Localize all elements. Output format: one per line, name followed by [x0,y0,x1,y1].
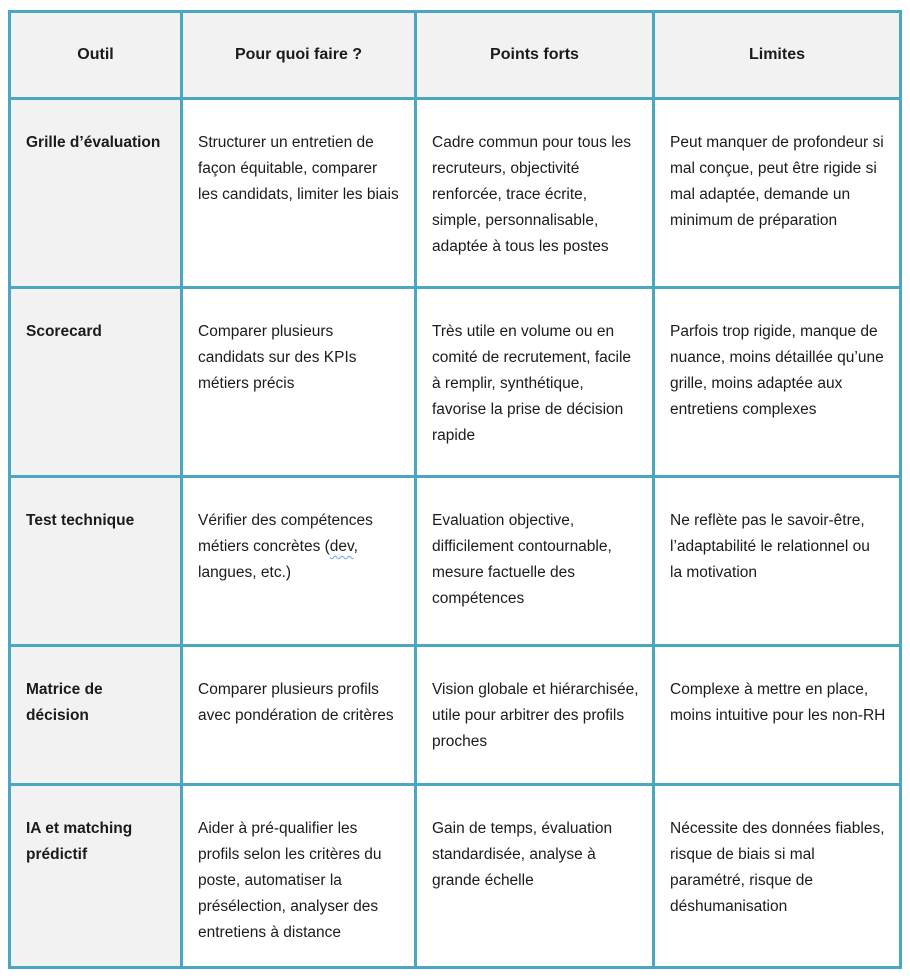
spellcheck-underline: dev [329,538,354,555]
comparison-table: Outil Pour quoi faire ? Points forts Lim… [8,10,902,969]
cell-limits-ia-matching-predictif: Nécessite des données fiables, risque de… [655,786,899,966]
cell-purpose-ia-matching-predictif: Aider à pré-qualifier les profils selon … [183,786,414,966]
cell-purpose-test-technique: Vérifier des compétences métiers concrèt… [183,478,414,644]
cell-limits-matrice-decision: Complexe à mettre en place, moins intuit… [655,647,899,783]
cell-purpose-scorecard: Comparer plusieurs candidats sur des KPI… [183,289,414,475]
row-label-ia-matching-predictif: IA et matching prédictif [11,786,180,966]
row-label-test-technique: Test technique [11,478,180,644]
row-label-scorecard: Scorecard [11,289,180,475]
row-label-matrice-decision: Matrice de décision [11,647,180,783]
header-cell-points-forts: Points forts [417,13,652,97]
cell-strengths-test-technique: Evaluation objective, difficilement cont… [417,478,652,644]
cell-strengths-matrice-decision: Vision globale et hiérarchisée, utile po… [417,647,652,783]
cell-strengths-scorecard: Très utile en volume ou en comité de rec… [417,289,652,475]
cell-strengths-ia-matching-predictif: Gain de temps, évaluation standardisée, … [417,786,652,966]
header-cell-limites: Limites [655,13,899,97]
header-cell-outil: Outil [11,13,180,97]
cell-strengths-grille-evaluation: Cadre commun pour tous les recruteurs, o… [417,100,652,286]
cell-limits-test-technique: Ne reflète pas le savoir-être, l’adaptab… [655,478,899,644]
header-cell-pour-quoi-faire: Pour quoi faire ? [183,13,414,97]
cell-purpose-matrice-decision: Comparer plusieurs profils avec pondérat… [183,647,414,783]
cell-purpose-grille-evaluation: Structurer un entretien de façon équitab… [183,100,414,286]
row-label-grille-evaluation: Grille d’évaluation [11,100,180,286]
cell-limits-grille-evaluation: Peut manquer de profondeur si mal conçue… [655,100,899,286]
cell-limits-scorecard: Parfois trop rigide, manque de nuance, m… [655,289,899,475]
